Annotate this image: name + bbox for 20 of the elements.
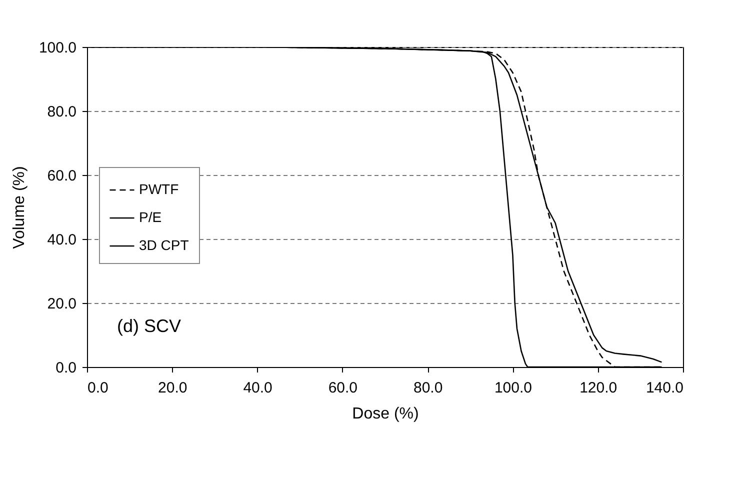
x-tick-label: 60.0 [328,380,358,396]
y-tick-label: 0.0 [56,360,76,376]
y-tick-label: 20.0 [47,296,76,312]
x-tick-label: 20.0 [158,380,188,396]
y-tick-label: 80.0 [47,104,76,120]
y-tick-label: 100.0 [38,40,76,56]
x-tick-label: 140.0 [646,380,684,396]
legend-label: PWTF [139,181,179,197]
x-tick-label: 80.0 [413,380,443,396]
x-tick-label: 100.0 [494,380,532,396]
legend-label: 3D CPT [139,237,190,253]
y-tick-label: 40.0 [47,232,76,248]
y-tick-label: 60.0 [47,168,76,184]
x-axis-title: Dose (%) [352,406,419,422]
legend-label: P/E [139,209,162,225]
x-tick-label: 0.0 [88,380,108,396]
x-tick-label: 40.0 [243,380,272,396]
x-tick-label: 120.0 [580,380,618,396]
annotation: (d) SCV [117,316,182,336]
y-axis-title: Volume (%) [10,166,28,249]
